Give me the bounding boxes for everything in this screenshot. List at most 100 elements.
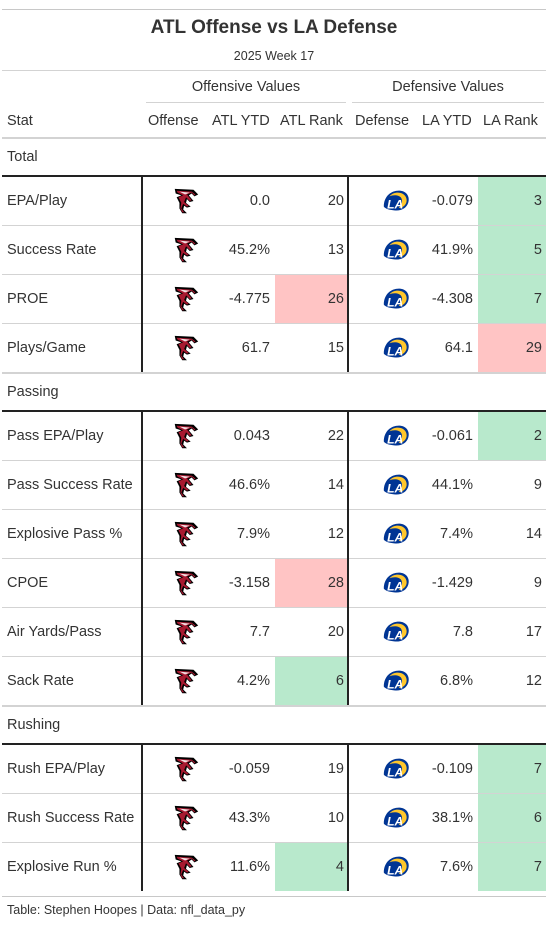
atl-rank-value: 4 — [335, 859, 344, 875]
stat-name: Rush EPA/Play — [7, 761, 106, 777]
table-row: CPOE -3.158 28 -1.429 9 — [2, 559, 546, 608]
rams-logo-icon — [381, 284, 411, 314]
table-row: PROE -4.775 26 -4.308 7 — [2, 275, 546, 324]
atl-rank-value: 6 — [335, 673, 344, 689]
falcons-logo-icon — [171, 333, 201, 363]
atl-rank-value: 20 — [327, 193, 344, 209]
la-rank-value: 2 — [533, 428, 542, 444]
la-rank-highlight — [478, 275, 546, 323]
top-rule — [2, 9, 546, 10]
col-header-la-ytd: LA YTD — [422, 113, 472, 129]
table-source-note: Table: Stephen Hoopes | Data: nfl_data_p… — [7, 903, 246, 917]
atl-ytd-value: 45.2% — [228, 242, 270, 258]
atl-ytd-value: 61.7 — [241, 340, 270, 356]
la-ytd-value: -4.308 — [431, 291, 473, 307]
stat-name: PROE — [7, 291, 49, 307]
atl-ytd-value: 4.2% — [236, 673, 270, 689]
row-divider — [2, 274, 546, 275]
falcons-logo-icon — [171, 803, 201, 833]
atl-rank-value: 20 — [327, 624, 344, 640]
la-rank-highlight — [478, 177, 546, 225]
col-header-la-rank: LA Rank — [483, 113, 538, 129]
stat-name: EPA/Play — [7, 193, 68, 209]
offense-column-border — [141, 176, 143, 372]
la-rank-value: 9 — [533, 477, 542, 493]
rams-logo-icon — [381, 803, 411, 833]
table-row: Plays/Game 61.7 15 64.1 29 — [2, 324, 546, 373]
row-divider — [2, 842, 546, 843]
stat-name: Plays/Game — [7, 340, 86, 356]
spanner-offensive-underline — [146, 102, 346, 103]
stat-name: Explosive Run % — [7, 859, 117, 875]
la-ytd-value: -1.429 — [431, 575, 473, 591]
col-header-atl-rank: ATL Rank — [280, 113, 343, 129]
atl-rank-value: 10 — [327, 810, 344, 826]
table-row: Explosive Pass % 7.9% 12 7.4% 14 — [2, 510, 546, 559]
atl-ytd-value: 0.0 — [249, 193, 270, 209]
la-rank-highlight — [478, 794, 546, 842]
table-title: ATL Offense vs LA Defense — [150, 17, 398, 38]
group-header-rule — [2, 410, 546, 412]
atl-ytd-value: 0.043 — [233, 428, 270, 444]
group-label: Rushing — [7, 717, 61, 733]
atl-rank-highlight — [275, 843, 348, 891]
stat-name: Sack Rate — [7, 673, 74, 689]
group-label: Total — [7, 149, 38, 165]
rams-logo-icon — [381, 568, 411, 598]
la-rank-value: 9 — [533, 575, 542, 591]
atl-ytd-value: -0.059 — [228, 761, 270, 777]
la-rank-value: 7 — [533, 859, 542, 875]
table-row: Pass Success Rate 46.6% 14 44.1% 9 — [2, 461, 546, 510]
atl-ytd-value: 43.3% — [228, 810, 270, 826]
la-ytd-value: 44.1% — [431, 477, 473, 493]
stat-name: Rush Success Rate — [7, 810, 135, 826]
rams-logo-icon — [381, 754, 411, 784]
la-rank-value: 5 — [533, 242, 542, 258]
rams-logo-icon — [381, 470, 411, 500]
atl-rank-value: 28 — [327, 575, 344, 591]
rams-logo-icon — [381, 519, 411, 549]
rams-logo-icon — [381, 421, 411, 451]
rams-logo-icon — [381, 666, 411, 696]
atl-rank-value: 26 — [327, 291, 344, 307]
rams-logo-icon — [381, 617, 411, 647]
offense-column-border — [141, 744, 143, 891]
row-divider — [2, 323, 546, 324]
atl-ytd-value: -4.775 — [228, 291, 270, 307]
row-divider — [2, 793, 546, 794]
rams-logo-icon — [381, 333, 411, 363]
group-rule — [2, 373, 546, 374]
atl-ytd-value: 7.7 — [249, 624, 270, 640]
atl-rank-value: 13 — [327, 242, 344, 258]
table-row: Success Rate 45.2% 13 41.9% 5 — [2, 226, 546, 275]
table-row: Rush EPA/Play -0.059 19 -0.109 7 — [2, 745, 546, 794]
group-label: Passing — [7, 384, 59, 400]
row-divider — [2, 607, 546, 608]
falcons-logo-icon — [171, 754, 201, 784]
row-divider — [2, 225, 546, 226]
la-ytd-value: 7.8 — [452, 624, 473, 640]
la-rank-highlight — [478, 324, 546, 372]
falcons-logo-icon — [171, 568, 201, 598]
bottom-rule — [2, 896, 546, 897]
spanner-defensive-values: Defensive Values — [392, 79, 504, 95]
row-divider — [2, 705, 546, 706]
table-row: Pass EPA/Play 0.043 22 -0.061 2 — [2, 412, 546, 461]
falcons-logo-icon — [171, 186, 201, 216]
stat-name: Explosive Pass % — [7, 526, 123, 542]
atl-rank-value: 12 — [327, 526, 344, 542]
la-ytd-value: 6.8% — [439, 673, 473, 689]
la-rank-value: 14 — [525, 526, 542, 542]
stat-name: Pass EPA/Play — [7, 428, 104, 444]
atl-ytd-value: 7.9% — [236, 526, 270, 542]
stat-name: Air Yards/Pass — [7, 624, 102, 640]
la-ytd-value: -0.079 — [431, 193, 473, 209]
la-rank-highlight — [478, 226, 546, 274]
col-header-stat: Stat — [7, 113, 33, 129]
la-rank-value: 7 — [533, 291, 542, 307]
atl-rank-value: 22 — [327, 428, 344, 444]
table-row: Rush Success Rate 43.3% 10 38.1% 6 — [2, 794, 546, 843]
rams-logo-icon — [381, 852, 411, 882]
table-row: Sack Rate 4.2% 6 6.8% 12 — [2, 657, 546, 706]
